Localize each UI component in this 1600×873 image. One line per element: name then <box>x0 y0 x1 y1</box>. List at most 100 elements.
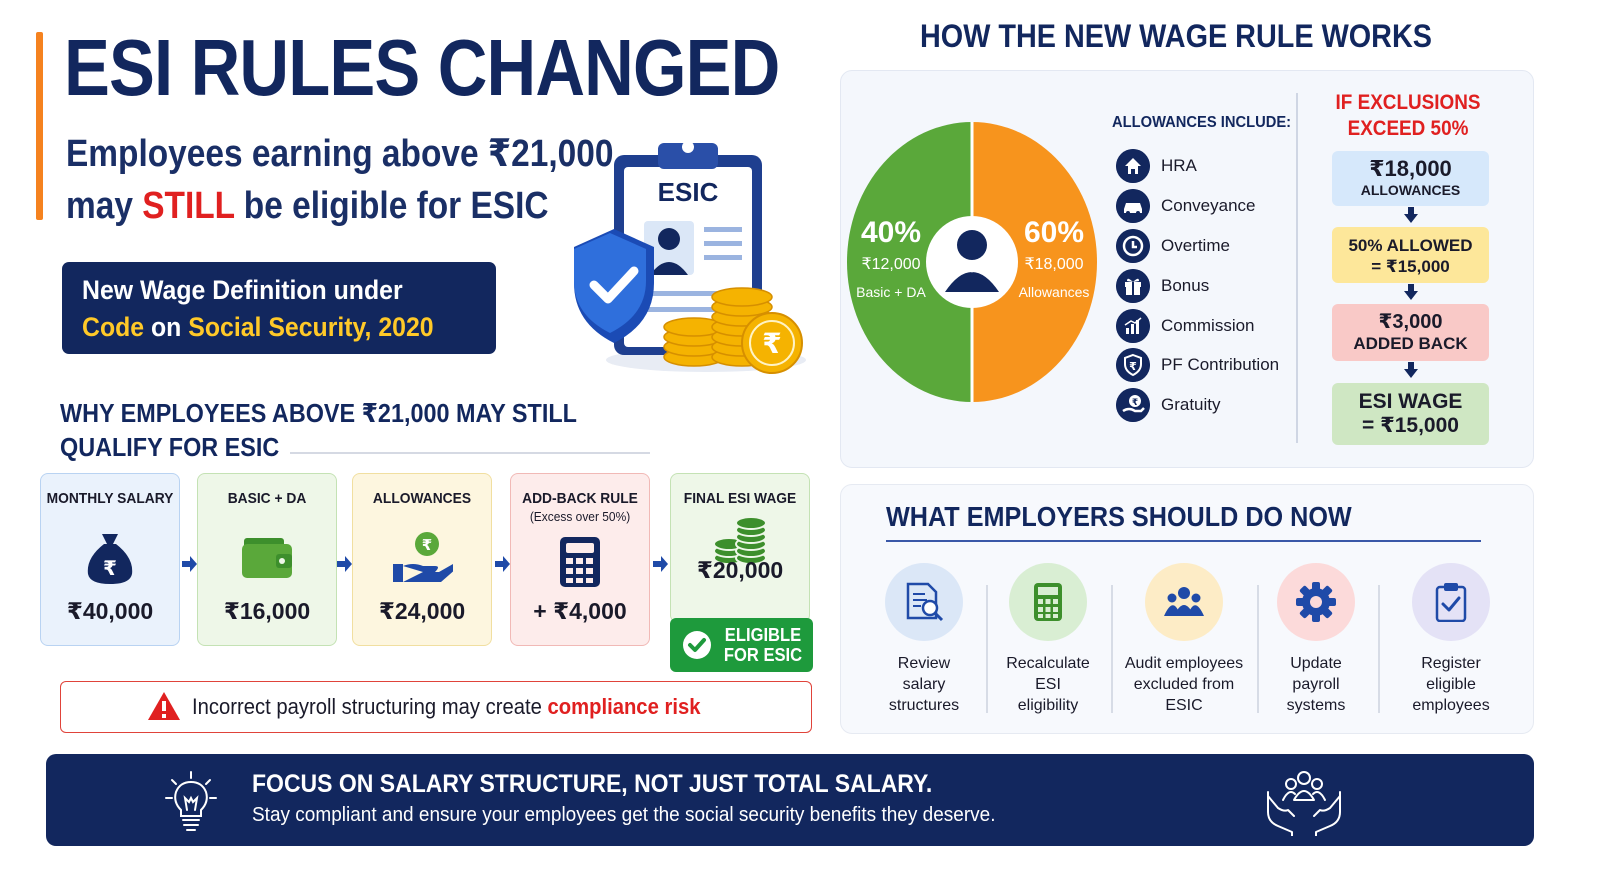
why-title-line-2: QUALIFY FOR ESIC <box>60 432 280 462</box>
card-subtitle: (Excess over 50%) <box>529 509 631 524</box>
compliance-risk-alert: Incorrect payroll structuring may create… <box>60 681 812 733</box>
arrow-down-icon <box>1404 284 1418 300</box>
step-line-2: = ₹15,000 <box>1371 257 1450 276</box>
action-separator <box>1111 585 1113 713</box>
employer-action-audit: Audit employees excluded from ESIC <box>1119 563 1249 716</box>
step-box-esi-wage: ESI WAGE = ₹15,000 <box>1332 383 1489 445</box>
arrow-right-icon <box>337 556 352 572</box>
arrow-right-icon <box>182 556 197 572</box>
action-label-line: Register <box>1421 655 1481 672</box>
card-title: MONTHLY SALARY <box>46 490 174 507</box>
pie-left-caption: Basic + DA <box>856 284 926 300</box>
step-box-allowances: ₹18,000 ALLOWANCES <box>1332 151 1489 206</box>
action-icon-circle <box>1009 563 1087 641</box>
bar-chart-icon <box>1116 309 1150 343</box>
svg-text:₹: ₹ <box>762 327 781 360</box>
exclusions-heading-line-1: IF EXCLUSIONS <box>1335 91 1481 114</box>
warning-icon <box>148 692 180 720</box>
action-label: Register eligible employees <box>1386 653 1516 716</box>
action-label-line: Audit employees <box>1124 655 1244 672</box>
action-label-line: Update <box>1290 655 1342 672</box>
arrow-down-icon <box>1404 362 1418 378</box>
accent-bar <box>36 32 43 220</box>
allowance-item-conveyance: Conveyance <box>1116 189 1296 223</box>
document-search-icon <box>906 582 944 622</box>
action-icon-circle <box>1412 563 1490 641</box>
banner-subline: Stay compliant and ensure your employees… <box>252 804 996 826</box>
step-line-2: = ₹15,000 <box>1362 414 1459 437</box>
gear-icon <box>1296 582 1336 622</box>
action-icon-circle <box>885 563 963 641</box>
action-label-line: employees <box>1412 697 1490 714</box>
flow-card-allowances: ALLOWANCES ₹ ₹24,000 <box>352 473 492 646</box>
action-icon-circle <box>1145 563 1223 641</box>
hand-coin-icon: ₹ <box>393 532 453 582</box>
subtitle-rest: be eligible for ESIC <box>234 185 549 227</box>
pie-right-amount: ₹18,000 <box>1024 256 1084 273</box>
action-label-line: payroll <box>1292 676 1340 693</box>
pie-chart <box>847 122 1097 402</box>
employer-action-review: Review salary structures <box>859 563 989 716</box>
pie-left-pct: 40% <box>860 216 922 249</box>
rupee-hand-icon: ₹ <box>1116 388 1150 422</box>
allowance-label: Commission <box>1161 316 1255 335</box>
calculator-icon <box>1034 583 1062 621</box>
step-line-2: ALLOWANCES <box>1360 182 1461 198</box>
page-title: ESI RULES CHANGED <box>64 23 780 112</box>
vertical-divider <box>1296 93 1298 443</box>
pie-left-amount: ₹12,000 <box>861 256 921 273</box>
pie-right-pct: 60% <box>1023 216 1085 249</box>
flow-card-monthly-salary: MONTHLY SALARY ₹ ₹40,000 <box>40 473 180 646</box>
why-section-title: WHY EMPLOYEES ABOVE ₹21,000 MAY STILL QU… <box>60 396 577 464</box>
step-line-1: ESI WAGE <box>1358 390 1463 413</box>
employers-section-title: WHAT EMPLOYERS SHOULD DO NOW <box>886 501 1352 532</box>
svg-text:₹: ₹ <box>103 556 117 580</box>
subtitle-may: may <box>66 185 143 227</box>
card-title: BASIC + DA <box>227 490 307 507</box>
gift-icon <box>1116 269 1150 303</box>
employer-action-register: Register eligible employees <box>1386 563 1516 716</box>
pie-right-caption: Allowances <box>1018 284 1090 300</box>
clipboard-label: ESIC <box>658 177 719 207</box>
subtitle-still: STILL <box>142 185 235 227</box>
action-label-line: eligibility <box>1017 697 1079 714</box>
arrow-right-icon <box>495 556 510 572</box>
calculator-icon <box>560 537 600 587</box>
risk-text: Incorrect payroll structuring may create… <box>192 694 700 720</box>
flow-card-add-back-rule: ADD-BACK RULE (Excess over 50%) + ₹4,000 <box>510 473 650 646</box>
allowance-label: Overtime <box>1161 236 1230 255</box>
allowance-item-commission: Commission <box>1116 309 1296 343</box>
flow-card-basic-da: BASIC + DA ₹16,000 <box>197 473 337 646</box>
money-bag-icon: ₹ <box>87 534 133 584</box>
rupee-shield-icon: ₹ <box>1116 348 1150 382</box>
action-label-line: ESI <box>1035 676 1061 693</box>
card-value: ₹40,000 <box>66 598 154 624</box>
svg-text:₹: ₹ <box>1132 398 1138 408</box>
employer-action-update-payroll: Update payroll systems <box>1251 563 1381 716</box>
clipboard-check-icon <box>1435 583 1467 622</box>
card-value: ₹16,000 <box>223 598 311 624</box>
card-title: ALLOWANCES <box>372 490 472 507</box>
allowance-item-gratuity: ₹ Gratuity <box>1116 388 1296 422</box>
wage-split-pie: 40% ₹12,000 Basic + DA 60% ₹18,000 Allow… <box>845 120 1100 405</box>
action-label-line: Review <box>897 655 951 672</box>
arrow-down-icon <box>1404 207 1418 223</box>
wage-def-line-2: Code on Social Security, 2020 <box>82 309 444 346</box>
action-label-line: Recalculate <box>1006 655 1090 672</box>
card-value: ₹24,000 <box>378 598 466 624</box>
action-label-line: structures <box>888 697 960 714</box>
exclusions-heading-line-2: EXCEED 50% <box>1347 117 1469 140</box>
lightbulb-icon <box>165 771 217 831</box>
svg-text:₹: ₹ <box>422 536 432 554</box>
wage-def-on: on <box>144 312 189 342</box>
pie-left-label: 40% ₹12,000 Basic + DA <box>851 216 931 300</box>
eligible-line-1: ELIGIBLE <box>724 625 802 645</box>
action-label: Audit employees excluded from ESIC <box>1119 653 1249 716</box>
car-icon <box>1116 189 1150 223</box>
action-icon-circle <box>1277 563 1355 641</box>
subtitle-line-1: Employees earning above ₹21,000 <box>66 133 614 175</box>
pie-slice-basic-da <box>847 122 972 402</box>
clock-icon <box>1116 229 1150 263</box>
step-line-1: 50% ALLOWED <box>1348 236 1473 255</box>
banner-headline: FOCUS ON SALARY STRUCTURE, NOT JUST TOTA… <box>252 770 933 798</box>
